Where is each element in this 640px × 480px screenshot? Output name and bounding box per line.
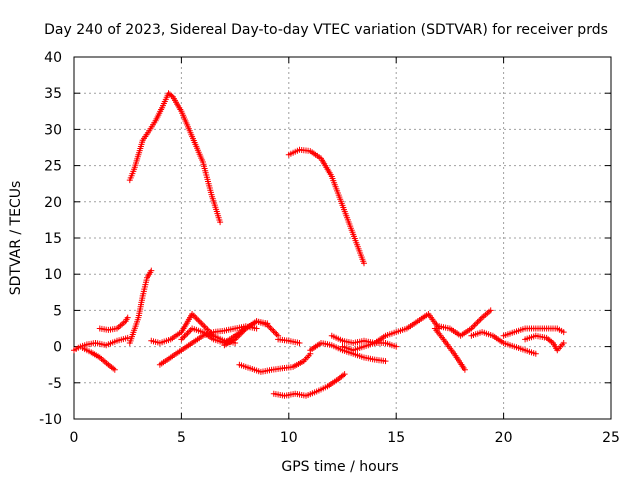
series-markers	[221, 318, 282, 349]
series-arc-2	[285, 146, 367, 267]
series-arc-6	[126, 267, 155, 346]
series-arc-19	[468, 329, 539, 357]
y-tick-label: 20	[44, 195, 62, 211]
y-tick-label: 30	[44, 122, 62, 138]
series-arc-13	[270, 371, 348, 399]
y-tick-label: 0	[53, 340, 62, 356]
y-tick-label: 15	[44, 231, 62, 247]
series-markers	[339, 340, 400, 354]
series-arc-10	[221, 318, 282, 349]
series-markers	[500, 325, 567, 339]
y-tick-label: -10	[39, 412, 62, 428]
series-arc-3	[71, 334, 131, 354]
x-tick-label: 25	[602, 430, 620, 446]
x-tick-label: 20	[495, 430, 513, 446]
series-markers	[275, 336, 303, 346]
x-axis-label: GPS time / hours	[281, 459, 398, 475]
series-arc-4	[79, 345, 118, 373]
series-arc-5	[96, 314, 131, 333]
series-arc-16	[339, 340, 400, 354]
x-tick-label: 10	[280, 430, 298, 446]
series-arc-17	[431, 325, 468, 373]
series-markers	[285, 146, 367, 267]
series-markers	[79, 345, 118, 373]
x-tick-label: 0	[70, 430, 79, 446]
y-tick-label: 35	[44, 86, 62, 102]
y-tick-label: -5	[48, 376, 62, 392]
series-arc-11	[275, 336, 303, 346]
y-axis-label: SDTVAR / TECUs	[8, 181, 24, 296]
series-arc-20	[500, 325, 567, 339]
series-markers	[126, 90, 224, 226]
series-arc-1	[126, 90, 224, 226]
series-arc-18	[436, 307, 494, 339]
series-arc-12	[236, 350, 314, 375]
x-tick-label: 15	[387, 430, 405, 446]
series-arc-14	[307, 340, 389, 365]
series-arc-21	[522, 332, 567, 354]
series-markers	[522, 332, 567, 354]
series-markers	[126, 267, 155, 346]
series-markers	[236, 350, 314, 375]
series-markers	[270, 371, 348, 399]
y-tick-label: 40	[44, 50, 62, 66]
x-tick-label: 5	[177, 430, 186, 446]
series-arc-15	[328, 311, 443, 346]
chart-title: Day 240 of 2023, Sidereal Day-to-day VTE…	[44, 22, 608, 38]
axis-ticks: 0 5 10 15 20 25 -10 -5 0 5 10 15 20 25 30 35 40	[39, 50, 620, 446]
y-tick-label: 10	[44, 267, 62, 283]
series-markers	[436, 307, 494, 339]
series-markers	[71, 334, 131, 354]
series-markers	[431, 325, 468, 373]
series-markers	[468, 329, 539, 357]
series-markers	[96, 314, 131, 333]
y-tick-label: 25	[44, 159, 62, 175]
series-line	[272, 373, 346, 397]
data-series	[71, 90, 567, 399]
series-line	[129, 92, 221, 223]
series-markers	[307, 340, 389, 365]
y-tick-label: 5	[53, 303, 62, 319]
grid	[74, 57, 611, 419]
